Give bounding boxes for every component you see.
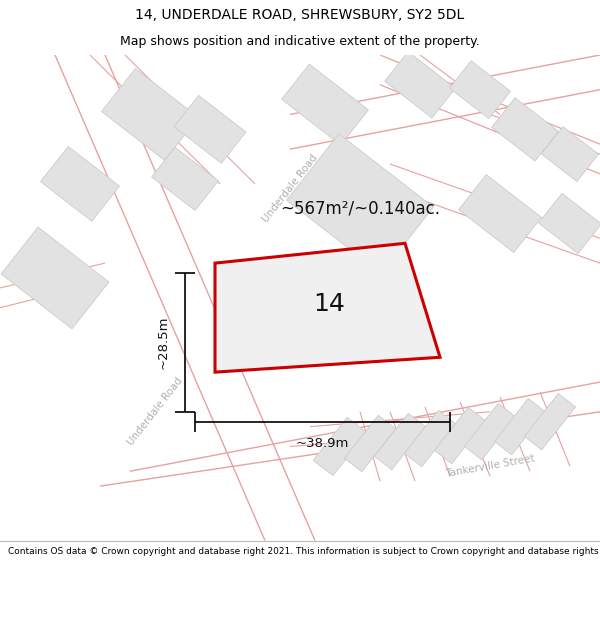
Polygon shape [385,52,455,118]
Polygon shape [458,174,541,253]
Polygon shape [541,127,599,181]
Text: Underdale Road: Underdale Road [125,376,184,448]
Polygon shape [174,96,246,163]
Text: Contains OS data © Crown copyright and database right 2021. This information is : Contains OS data © Crown copyright and d… [8,546,600,556]
Polygon shape [101,69,199,161]
Polygon shape [539,193,600,254]
Polygon shape [449,61,511,119]
Text: Map shows position and indicative extent of the property.: Map shows position and indicative extent… [120,35,480,48]
Polygon shape [287,134,433,274]
Text: 14: 14 [313,292,344,316]
Polygon shape [434,408,485,464]
Polygon shape [374,413,425,470]
Polygon shape [152,148,218,211]
Text: 14, UNDERDALE ROAD, SHREWSBURY, SY2 5DL: 14, UNDERDALE ROAD, SHREWSBURY, SY2 5DL [136,8,464,22]
Polygon shape [494,399,545,455]
Polygon shape [524,394,575,450]
Text: ~28.5m: ~28.5m [157,316,170,369]
Text: Underdale Road: Underdale Road [260,153,319,224]
Text: ~567m²/~0.140ac.: ~567m²/~0.140ac. [280,199,440,217]
Polygon shape [344,415,395,472]
Text: Tankerville Street: Tankerville Street [445,454,535,479]
Polygon shape [464,403,515,460]
Polygon shape [1,227,109,329]
Polygon shape [215,243,440,372]
Polygon shape [404,411,455,467]
Polygon shape [41,146,119,221]
Text: ~38.9m: ~38.9m [296,437,349,450]
Polygon shape [491,98,559,161]
Polygon shape [281,64,368,145]
Polygon shape [313,418,367,476]
